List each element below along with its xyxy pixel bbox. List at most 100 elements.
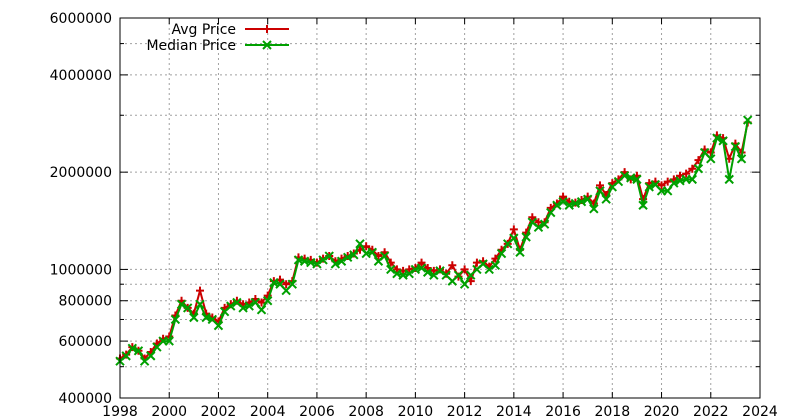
data-point-marker (509, 233, 519, 243)
data-point-marker (632, 174, 642, 185)
legend-label: Avg Price (171, 22, 236, 38)
data-point-marker (435, 266, 445, 276)
data-point-marker (558, 197, 568, 207)
x-tick-label: 2022 (693, 404, 729, 420)
series-group (116, 118, 752, 363)
series-group (115, 115, 753, 366)
data-point-marker (552, 200, 562, 210)
data-point-marker (712, 133, 722, 143)
data-point-marker (638, 200, 648, 210)
data-point-marker (244, 301, 254, 311)
y-tick-label: 6000000 (50, 11, 112, 27)
data-point-marker (282, 280, 291, 289)
data-point-marker (386, 264, 396, 275)
x-tick-label: 2008 (348, 404, 384, 420)
data-point-marker (330, 259, 341, 269)
data-point-marker (379, 251, 390, 261)
data-point-marker (515, 247, 525, 257)
data-point-marker (706, 154, 716, 164)
data-point-marker (213, 320, 224, 331)
data-point-marker (355, 239, 365, 249)
data-point-marker (182, 303, 193, 313)
x-tick-label: 2004 (250, 404, 286, 420)
series-line (119, 119, 749, 363)
data-point-marker (392, 265, 401, 274)
data-point-marker (576, 197, 587, 207)
data-point-marker (453, 270, 464, 280)
data-point-marker (405, 265, 414, 274)
data-point-marker (546, 207, 556, 218)
plot-area-border (119, 17, 761, 399)
x-tick-label: 2014 (496, 404, 532, 420)
legend-label: Median Price (146, 38, 236, 54)
data-point-marker (688, 164, 697, 173)
legend-marker (262, 40, 272, 50)
data-point-marker (146, 351, 156, 361)
data-point-marker (730, 141, 741, 152)
data-point-marker (539, 219, 550, 229)
data-point-marker (262, 296, 273, 306)
data-point-marker (559, 192, 568, 201)
data-point-marker (682, 169, 691, 178)
data-point-marker (619, 171, 630, 181)
y-tick-label: 4000000 (50, 68, 112, 84)
data-point-marker (336, 256, 347, 266)
data-point-marker (718, 136, 728, 146)
x-tick-label: 2010 (398, 404, 434, 420)
data-point-marker (448, 261, 457, 270)
data-point-marker (509, 225, 518, 234)
data-point-marker (312, 259, 322, 269)
x-tick-label: 2006 (299, 404, 335, 420)
x-tick-label: 2002 (201, 404, 237, 420)
data-point-marker (417, 258, 426, 267)
data-point-marker (496, 248, 507, 259)
data-point-marker (589, 204, 599, 214)
y-tick-label: 1000000 (50, 262, 112, 278)
data-point-marker (196, 286, 204, 295)
data-point-marker (195, 299, 205, 309)
data-point-marker (133, 346, 144, 356)
y-tick-label: 800000 (59, 294, 112, 310)
data-point-marker (349, 250, 359, 260)
data-point-marker (669, 178, 679, 188)
x-tick-label: 2018 (594, 404, 630, 420)
legend-marker (263, 25, 271, 33)
data-point-marker (422, 267, 433, 277)
data-point-marker (663, 177, 672, 186)
data-point-marker (521, 232, 531, 242)
series-layer (115, 115, 753, 366)
x-tick-label: 2020 (644, 404, 680, 420)
series-line (119, 122, 749, 361)
axis-ticks: 1998 2000 2002 2004 2006 2008 2010 2012 2014 2016… (50, 11, 778, 420)
data-point-marker (490, 260, 501, 270)
data-point-marker (429, 270, 439, 280)
data-point-marker (459, 279, 470, 289)
data-point-marker (416, 263, 427, 273)
data-point-marker (342, 252, 353, 263)
data-point-marker (484, 264, 494, 275)
y-tick-label: 2000000 (50, 165, 112, 181)
data-point-marker (528, 213, 537, 222)
data-point-marker (423, 264, 432, 273)
data-point-marker (121, 351, 131, 361)
data-point-marker (657, 181, 666, 190)
data-point-marker (429, 266, 438, 275)
data-point-marker (582, 194, 593, 204)
data-point-marker (460, 265, 469, 274)
data-point-marker (472, 258, 481, 267)
data-point-marker (693, 163, 704, 174)
data-point-marker (662, 186, 673, 196)
data-point-marker (226, 301, 236, 311)
data-point-marker (742, 115, 753, 125)
y-tick-label: 400000 (59, 391, 112, 407)
data-point-marker (176, 299, 187, 309)
grid-lines (120, 18, 760, 398)
data-point-marker (318, 255, 328, 265)
x-tick-label: 2012 (447, 404, 483, 420)
x-tick-label: 2016 (545, 404, 581, 420)
data-point-marker (127, 343, 138, 354)
data-point-marker (533, 222, 544, 233)
data-point-marker (170, 314, 181, 325)
data-point-marker (404, 268, 414, 279)
